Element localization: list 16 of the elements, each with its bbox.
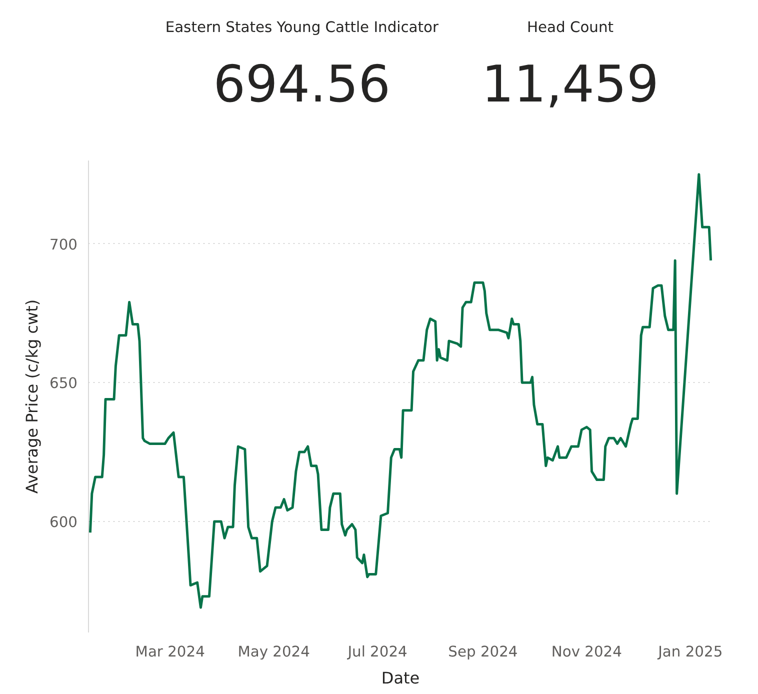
x-tick-label: Jul 2024 bbox=[346, 644, 408, 660]
text: Eastern States Young Cattle Indicator bbox=[165, 19, 440, 36]
x-tick-label: Mar 2024 bbox=[135, 644, 205, 660]
y-tick-label: 600 bbox=[50, 514, 78, 531]
text: 694.56 bbox=[213, 54, 391, 114]
x-tick-label: Nov 2024 bbox=[551, 644, 622, 660]
y-tick-label: 700 bbox=[50, 236, 78, 254]
x-tick-label: Jan 2025 bbox=[657, 644, 723, 660]
line-series bbox=[88, 173, 712, 609]
text: 11,459 bbox=[482, 54, 659, 114]
x-axis-title: Date bbox=[381, 668, 420, 688]
x-tick-label: May 2024 bbox=[238, 644, 310, 660]
y-axis-title: Average Price (c/kg cwt) bbox=[22, 299, 42, 494]
y-tick-label: 650 bbox=[50, 375, 78, 392]
text: Head Count bbox=[526, 19, 614, 36]
x-tick-label: Sep 2024 bbox=[448, 644, 518, 660]
